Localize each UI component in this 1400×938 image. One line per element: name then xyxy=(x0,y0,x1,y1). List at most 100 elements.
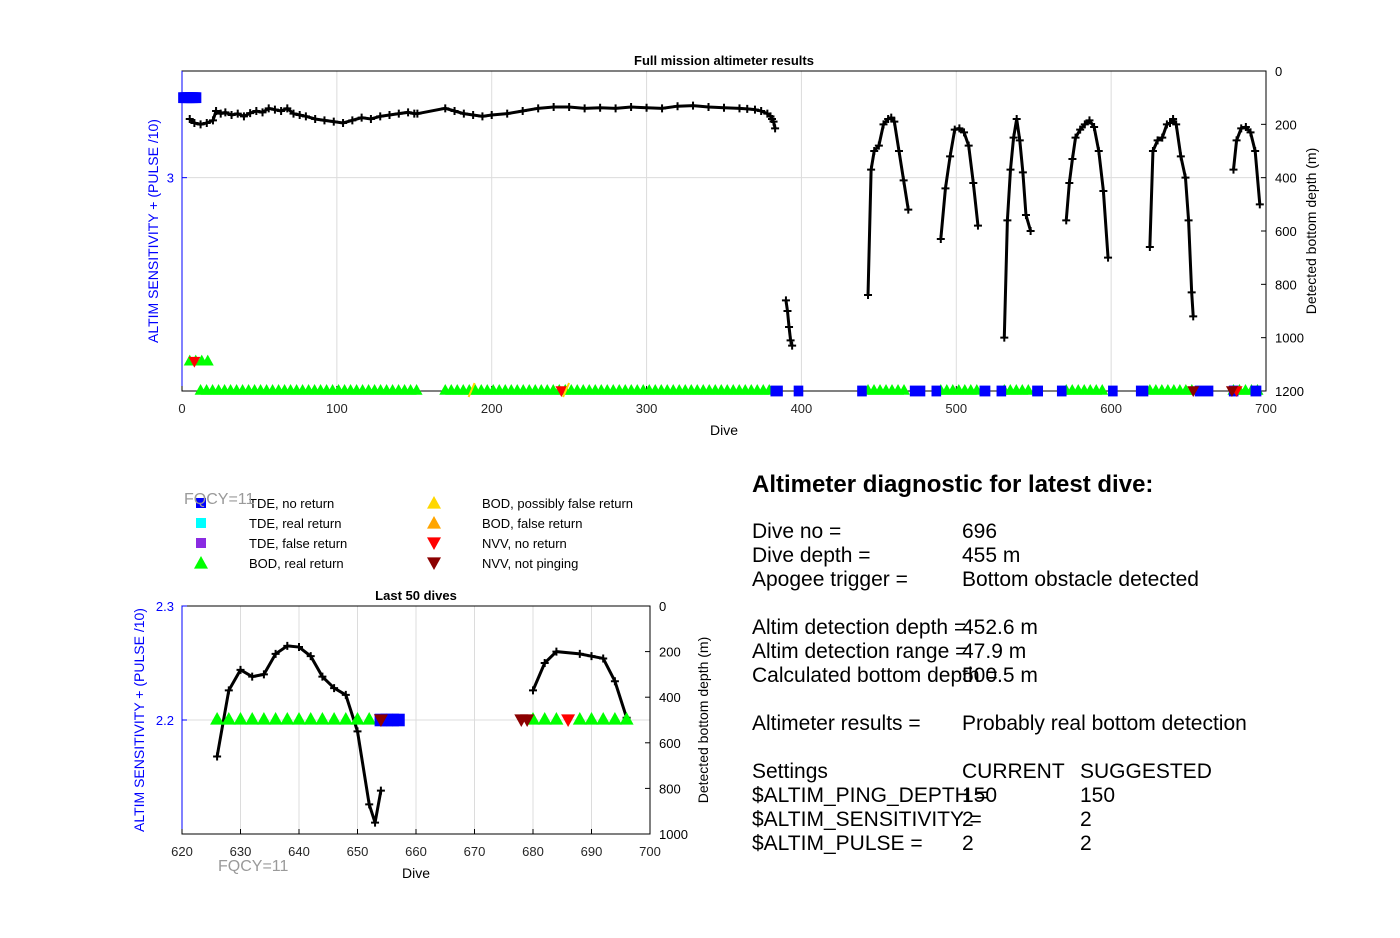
depth-point xyxy=(1094,147,1103,155)
depth-point xyxy=(781,296,790,305)
tde-no-return-marker xyxy=(392,713,405,727)
y-right-tick-label: 0 xyxy=(1275,64,1282,79)
tde-no-return-marker xyxy=(1194,385,1214,397)
bod-real-return-marker xyxy=(221,712,236,725)
depth-point xyxy=(964,141,973,150)
depth-point xyxy=(610,677,619,686)
depth-point xyxy=(311,115,320,123)
bod-real-return-marker xyxy=(303,712,318,725)
depth-point xyxy=(1065,179,1074,187)
depth-point xyxy=(202,119,211,127)
tde-no-return-marker xyxy=(931,385,942,397)
chart-title: Full mission altimeter results xyxy=(634,53,814,68)
depth-point xyxy=(353,727,362,736)
depth-point xyxy=(283,641,292,650)
y-right-tick-label: 200 xyxy=(1275,117,1297,132)
depth-point xyxy=(1012,115,1021,123)
depth-point xyxy=(894,147,903,155)
last-50-dives-chart: 620 630 640 650 660 670 680 690 700 2.2 2.3 0 200 400… xyxy=(131,588,711,881)
depth-point xyxy=(1237,124,1246,133)
detection-depth-value: 452.6 m xyxy=(962,616,1038,639)
bottom-depth-value: 500.5 m xyxy=(962,664,1038,687)
tde-no-return-marker xyxy=(1056,385,1067,397)
nvv-not-pinging-marker xyxy=(1187,386,1200,397)
depth-point xyxy=(1018,168,1027,177)
depth-point xyxy=(1148,147,1157,155)
plot-frame xyxy=(181,70,1267,392)
nvv-no-return-marker xyxy=(561,714,576,727)
depth-point xyxy=(1153,136,1162,145)
depth-point xyxy=(867,165,876,174)
fqcy-label: FQCY=11 xyxy=(218,858,289,875)
depth-point xyxy=(1090,123,1099,131)
x-tick-label: 620 xyxy=(171,844,193,859)
bod-real-return-marker xyxy=(201,354,214,366)
depth-point xyxy=(1176,152,1185,161)
depth-point xyxy=(950,125,959,134)
bod-real-return-marker xyxy=(584,712,599,725)
bod-real-return-marker xyxy=(210,712,225,725)
depth-point xyxy=(783,307,792,315)
depth-point xyxy=(320,116,329,125)
depth-point xyxy=(785,323,794,331)
y-right-tick-label: 200 xyxy=(659,645,681,660)
legend-triangle-down-marker xyxy=(427,557,441,570)
x-tick-label: 600 xyxy=(1100,401,1122,416)
legend-item-label: BOD, real return xyxy=(249,556,344,571)
depth-point xyxy=(329,117,338,126)
ping-depth-suggested: 150 xyxy=(1080,784,1116,807)
depth-point xyxy=(318,672,327,681)
sensitivity-current: 2 xyxy=(962,808,974,831)
depth-point xyxy=(365,800,374,809)
depth-point xyxy=(750,105,759,114)
y-left-axis-label: ALTIM SENSITIVITY + (PULSE /10) xyxy=(131,608,147,832)
depth-point xyxy=(973,221,982,230)
depth-point xyxy=(529,686,537,695)
legend-triangle-up-marker xyxy=(427,516,441,529)
depth-point xyxy=(1187,288,1196,297)
depth-point xyxy=(1184,216,1193,225)
tde-no-return-marker xyxy=(770,385,783,397)
depth-point xyxy=(1062,216,1071,225)
depth-point xyxy=(259,670,268,679)
y-right-tick-label: 400 xyxy=(659,690,681,705)
depth-point xyxy=(348,116,357,125)
y-left-tick-label: 2.3 xyxy=(156,599,174,614)
dive-depth-label: Dive depth = xyxy=(752,544,871,567)
depth-point xyxy=(1145,243,1154,251)
depth-point xyxy=(366,115,375,123)
legend-item-label: BOD, possibly false return xyxy=(482,496,633,511)
depth-point xyxy=(941,184,950,193)
depth-point xyxy=(357,113,366,122)
x-axis-label: Dive xyxy=(710,422,738,438)
depth-point xyxy=(1080,120,1089,129)
depth-point xyxy=(1229,165,1238,174)
depth-line xyxy=(1002,118,1033,338)
dive-no-value: 696 xyxy=(962,520,998,543)
depth-point xyxy=(1251,147,1260,155)
depth-line xyxy=(866,115,910,296)
bod-real-return-marker xyxy=(280,712,295,725)
depth-point xyxy=(870,147,879,155)
depth-point xyxy=(239,112,248,121)
depth-point xyxy=(295,111,304,119)
depth-point xyxy=(1255,200,1264,209)
depth-point xyxy=(271,649,280,658)
pulse-suggested: 2 xyxy=(1080,832,1092,855)
legend-square-marker xyxy=(196,518,206,528)
depth-point xyxy=(874,141,883,150)
bod-real-return-marker xyxy=(256,712,271,725)
nvv-not-pinging-marker xyxy=(1225,386,1238,397)
bod-real-return-marker xyxy=(1096,384,1109,395)
legend-item-label: NVV, not pinging xyxy=(482,556,578,571)
depth-point xyxy=(673,102,682,111)
bod-real-return-marker xyxy=(233,712,248,725)
depth-line xyxy=(1148,116,1195,317)
depth-point xyxy=(459,109,468,118)
bod-real-return-marker xyxy=(410,384,423,395)
depth-point xyxy=(341,690,350,699)
depth-point xyxy=(339,119,348,127)
suggested-label: SUGGESTED xyxy=(1080,760,1212,783)
depth-point xyxy=(757,107,766,115)
apogee-label: Apogee trigger = xyxy=(752,568,908,591)
